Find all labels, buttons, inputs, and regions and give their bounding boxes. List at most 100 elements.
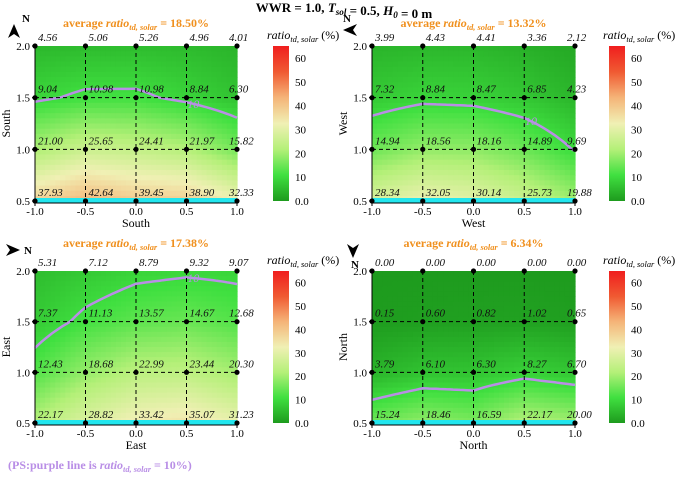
figure-title: WWR = 1.0, Tsol = 0.5, H0 = 0 m — [256, 0, 433, 21]
y-tick-label: 2.0 — [16, 41, 30, 53]
value-label: 4.43 — [426, 32, 446, 44]
value-label: 25.65 — [89, 135, 114, 147]
colorbar-tick-label: 10 — [631, 172, 643, 184]
y-tick-label: 1.0 — [16, 144, 30, 156]
sample-point — [572, 146, 578, 152]
sample-point — [183, 43, 190, 49]
sample-point — [572, 420, 578, 426]
x-tick-label: 0.5 — [517, 428, 531, 440]
colorbar-tick-label: 30 — [631, 124, 643, 136]
sample-point — [572, 198, 578, 204]
sample-point — [234, 268, 240, 274]
value-label: 0.65 — [567, 308, 587, 320]
sample-point — [183, 146, 190, 152]
contour-label: 10 — [187, 97, 199, 111]
heat-field — [35, 46, 238, 202]
contour-10 — [34, 276, 238, 349]
x-axis-label: South — [122, 216, 150, 230]
sample-point — [470, 146, 477, 152]
value-label: 1.02 — [527, 308, 547, 320]
colorbar-tick-label: 20 — [631, 371, 643, 383]
value-label: 8.84 — [190, 84, 210, 96]
x-tick-label: 0.5 — [517, 206, 531, 218]
sample-point — [234, 146, 240, 152]
value-label: 0.00 — [477, 257, 497, 269]
x-tick-label: 0.0 — [129, 428, 143, 440]
north-arrow-icon: N — [6, 244, 32, 257]
x-tick-label: -1.0 — [363, 428, 381, 440]
value-label: 9.32 — [190, 257, 210, 269]
value-label: 39.45 — [138, 187, 164, 199]
x-tick-label: 0.0 — [467, 206, 481, 218]
value-label: 13.57 — [139, 308, 164, 320]
x-tick-label: -0.5 — [77, 428, 95, 440]
sample-point — [420, 369, 426, 375]
sample-point — [82, 43, 89, 49]
x-tick-label: -1.0 — [26, 428, 44, 440]
colorbar-tick-label: 0.0 — [631, 418, 645, 430]
sample-point — [420, 319, 426, 325]
value-label: 4.96 — [190, 32, 210, 44]
value-label: 4.56 — [38, 32, 58, 44]
sample-point — [420, 95, 426, 101]
y-tick-label: 1.5 — [16, 93, 30, 105]
y-tick-label: 1.0 — [353, 367, 367, 379]
sample-point — [572, 95, 578, 101]
value-label: 30.14 — [476, 187, 502, 199]
value-label: 20.30 — [229, 358, 254, 370]
value-label: 28.34 — [375, 187, 400, 199]
panel-title: average ratiotd, solar = 6.34% — [403, 236, 543, 252]
colorbar-tick-label: 0.0 — [295, 196, 309, 208]
contour-label: 10 — [525, 114, 537, 128]
x-tick-label: -0.5 — [414, 428, 432, 440]
value-label: 6.30 — [477, 358, 497, 370]
heat-field — [35, 271, 238, 424]
sample-point — [572, 268, 578, 274]
sample-point — [82, 369, 89, 375]
sample-point — [133, 369, 139, 375]
colorbar-tick-label: 0.0 — [295, 418, 309, 430]
value-label: 5.31 — [38, 257, 57, 269]
colorbar: 0.0 10 20 30 40 50 60 ratiotd, solar (%) — [603, 28, 675, 208]
value-label: 18.56 — [426, 135, 451, 147]
x-tick-label: 0.0 — [129, 206, 143, 218]
sample-point — [234, 43, 240, 49]
value-label: 10.98 — [89, 84, 114, 96]
value-label: 8.79 — [139, 257, 159, 269]
heat-field — [372, 271, 576, 424]
panel-south: 10 37.93 42.64 39.45 38.90 32.33 21.00 25.65 24.… — [0, 13, 339, 230]
north-label: N — [22, 13, 30, 25]
north-arrow-icon: N — [8, 13, 30, 38]
colorbar-tick-label: 40 — [295, 324, 307, 336]
value-label: 12.43 — [38, 358, 63, 370]
value-label: 22.17 — [38, 409, 63, 421]
value-label: 3.79 — [374, 358, 395, 370]
x-tick-label: 0.0 — [467, 428, 481, 440]
panel-north: 15.24 18.46 16.59 22.17 20.00 3.79 6.10 6.30 8.2… — [336, 236, 675, 452]
north-label: N — [24, 245, 32, 257]
value-label: 31.23 — [228, 409, 254, 421]
value-label: 0.00 — [426, 257, 446, 269]
sample-point — [572, 43, 578, 49]
sample-point — [470, 198, 477, 204]
value-label: 24.41 — [139, 135, 164, 147]
sample-point — [133, 198, 139, 204]
north-arrow-icon: N — [347, 244, 359, 271]
value-label: 21.97 — [190, 135, 215, 147]
colorbar-tick-label: 60 — [295, 53, 307, 65]
colorbar-label: ratiotd, solar (%) — [267, 28, 339, 44]
sample-point — [133, 319, 139, 325]
north-label: N — [343, 13, 351, 25]
sample-point — [133, 420, 139, 426]
value-label: 25.73 — [527, 187, 552, 199]
value-label: 0.00 — [567, 257, 587, 269]
sample-point — [572, 319, 578, 325]
sample-point — [183, 95, 190, 101]
value-label: 6.85 — [527, 84, 547, 96]
value-label: 28.82 — [89, 409, 114, 421]
sample-point — [183, 319, 190, 325]
colorbar-label: ratiotd, solar (%) — [267, 253, 339, 269]
value-label: 9.69 — [567, 135, 587, 147]
colorbar: 0.0 10 20 30 40 50 60 ratiotd, solar (%) — [603, 253, 675, 430]
value-label: 8.47 — [477, 84, 497, 96]
